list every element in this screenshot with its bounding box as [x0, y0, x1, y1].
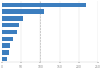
- Bar: [2, 50, 8, 55]
- Bar: [2, 9, 44, 14]
- Bar: [2, 36, 13, 41]
- Bar: [2, 16, 23, 21]
- Bar: [2, 57, 7, 61]
- Bar: [2, 3, 86, 7]
- Bar: [2, 30, 17, 34]
- Bar: [2, 43, 10, 48]
- Bar: [2, 23, 19, 27]
